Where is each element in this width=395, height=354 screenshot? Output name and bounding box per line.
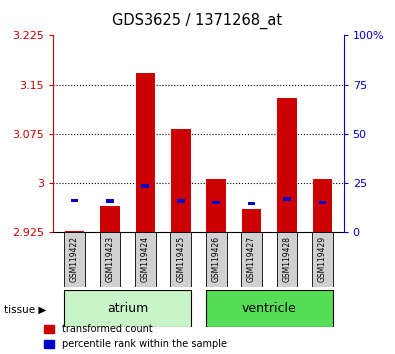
Text: GSM119427: GSM119427 [247, 236, 256, 282]
Bar [177, 199, 185, 203]
Bar [170, 232, 191, 287]
Bar [100, 232, 120, 287]
Bar [277, 98, 297, 232]
Text: GDS3625 / 1371268_at: GDS3625 / 1371268_at [113, 12, 282, 29]
Bar [141, 184, 149, 188]
Text: GSM119423: GSM119423 [105, 236, 115, 282]
Bar [283, 198, 291, 201]
Text: GSM119424: GSM119424 [141, 236, 150, 282]
Bar [106, 199, 114, 203]
Bar [206, 290, 333, 327]
Legend: transformed count, percentile rank within the sample: transformed count, percentile rank withi… [44, 324, 227, 349]
Text: GSM119422: GSM119422 [70, 236, 79, 282]
Bar [65, 230, 84, 232]
Bar [212, 201, 220, 204]
Bar [207, 179, 226, 232]
Bar [241, 232, 262, 287]
Text: ventricle: ventricle [242, 302, 297, 315]
Bar [313, 179, 332, 232]
Bar [276, 232, 297, 287]
Bar [312, 232, 333, 287]
Text: atrium: atrium [107, 302, 148, 315]
Bar [71, 199, 79, 202]
Text: GSM119428: GSM119428 [282, 236, 292, 282]
Bar [135, 73, 155, 232]
Bar [171, 129, 190, 232]
Bar [242, 209, 261, 232]
Bar [64, 232, 85, 287]
Bar [248, 202, 256, 205]
Text: GSM119426: GSM119426 [212, 236, 221, 282]
Bar [100, 206, 120, 232]
Text: tissue ▶: tissue ▶ [4, 305, 46, 315]
Bar [206, 232, 227, 287]
Text: GSM119429: GSM119429 [318, 236, 327, 282]
Text: GSM119425: GSM119425 [176, 236, 185, 282]
Bar [135, 232, 156, 287]
Bar [64, 290, 191, 327]
Bar [318, 201, 326, 204]
